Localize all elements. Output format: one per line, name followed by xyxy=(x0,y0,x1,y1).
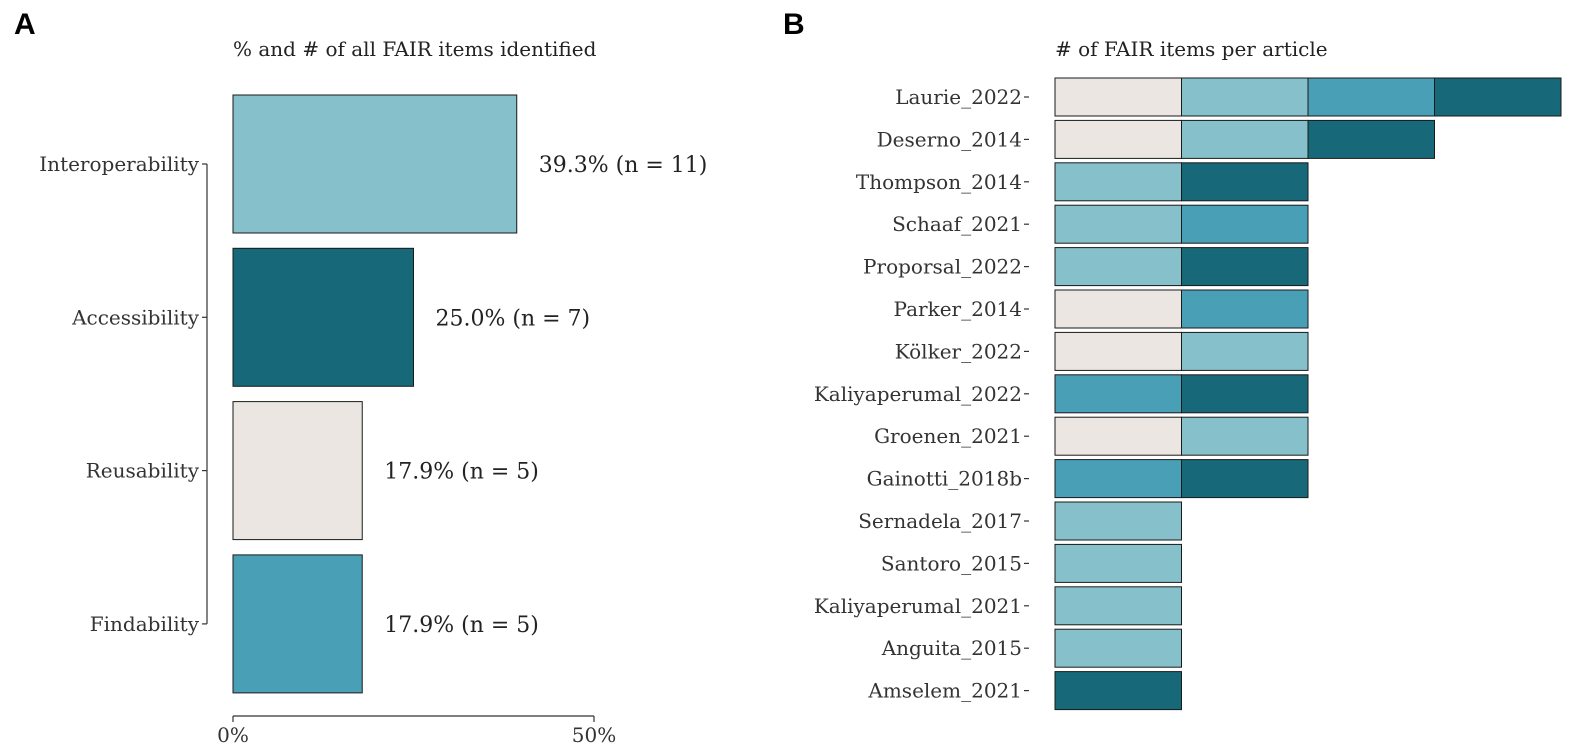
article-label-amselem-2021: Amselem_2021 xyxy=(867,679,1022,703)
segment-k-lker-2022-interoperability xyxy=(1181,331,1309,371)
article-label-gainotti-2018b: Gainotti_2018b xyxy=(867,467,1022,491)
article-label-kaliyaperumal-2022: Kaliyaperumal_2022 xyxy=(814,382,1022,406)
article-label-groenen-2021: Groenen_2021 xyxy=(874,424,1022,448)
article-label-laurie-2022: Laurie_2022 xyxy=(895,85,1022,109)
segment-santoro-2015-interoperability xyxy=(1054,543,1182,583)
segment-laurie-2022-reusability xyxy=(1054,77,1182,117)
segment-schaaf-2021-findability xyxy=(1181,204,1309,244)
segment-kaliyaperumal-2021-interoperability xyxy=(1054,586,1182,626)
category-label-findability: Findability xyxy=(90,612,200,636)
segment-kaliyaperumal-2022-accessibility xyxy=(1181,374,1309,414)
segment-thompson-2014-interoperability xyxy=(1054,162,1182,202)
segment-schaaf-2021-interoperability xyxy=(1054,204,1182,244)
category-label-accessibility: Accessibility xyxy=(71,305,200,329)
article-label-santoro-2015: Santoro_2015 xyxy=(881,551,1022,575)
x-tick-label-50: 50% xyxy=(572,723,616,747)
segment-gainotti-2018b-accessibility xyxy=(1181,459,1309,499)
bar-reusability xyxy=(232,401,363,541)
segment-deserno-2014-reusability xyxy=(1054,119,1182,159)
panel-b-title: # of FAIR items per article xyxy=(1055,37,1328,61)
article-label-anguita-2015: Anguita_2015 xyxy=(881,636,1022,660)
segment-k-lker-2022-reusability xyxy=(1054,331,1182,371)
segment-parker-2014-findability xyxy=(1181,289,1309,329)
panel-b-chart: Laurie_2022 Deserno_2014 Thompson_2014 Scha… xyxy=(814,77,1562,711)
article-label-deserno-2014: Deserno_2014 xyxy=(877,127,1022,151)
panel-a-letter: A xyxy=(14,8,36,41)
segment-laurie-2022-interoperability xyxy=(1181,77,1309,117)
segment-thompson-2014-accessibility xyxy=(1181,162,1309,202)
segment-kaliyaperumal-2022-findability xyxy=(1054,374,1182,414)
segment-amselem-2021-accessibility xyxy=(1054,671,1182,711)
segment-deserno-2014-interoperability xyxy=(1181,119,1309,159)
article-label-kaliyaperumal-2021: Kaliyaperumal_2021 xyxy=(814,594,1022,618)
segment-groenen-2021-interoperability xyxy=(1181,416,1309,456)
article-label-sernadela-2017: Sernadela_2017 xyxy=(858,509,1022,533)
bar-interoperability xyxy=(232,94,518,234)
bar-accessibility xyxy=(232,247,414,387)
data-label-interoperability: 39.3% (n = 11) xyxy=(539,153,708,178)
segment-parker-2014-reusability xyxy=(1054,289,1182,329)
segment-laurie-2022-findability xyxy=(1307,77,1435,117)
category-label-reusability: Reusability xyxy=(86,459,200,483)
segment-sernadela-2017-interoperability xyxy=(1054,501,1182,541)
segment-gainotti-2018b-findability xyxy=(1054,459,1182,499)
segment-laurie-2022-accessibility xyxy=(1434,77,1562,117)
data-label-accessibility: 25.0% (n = 7) xyxy=(436,306,591,331)
article-label-parker-2014: Parker_2014 xyxy=(894,297,1022,321)
article-label-k-lker-2022: Kölker_2022 xyxy=(895,339,1022,363)
category-label-interoperability: Interoperability xyxy=(39,152,199,176)
data-label-findability: 17.9% (n = 5) xyxy=(384,613,539,638)
panel-a-chart: Interoperability 39.3% (n = 11) Accessibil… xyxy=(39,94,708,747)
panel-b-letter: B xyxy=(783,8,805,41)
article-label-thompson-2014: Thompson_2014 xyxy=(856,170,1022,194)
segment-anguita-2015-interoperability xyxy=(1054,628,1182,668)
panel-a-title: % and # of all FAIR items identified xyxy=(233,37,597,61)
bar-findability xyxy=(232,554,363,694)
x-tick-label-0: 0% xyxy=(217,723,249,747)
article-label-schaaf-2021: Schaaf_2021 xyxy=(892,212,1022,236)
segment-deserno-2014-accessibility xyxy=(1307,119,1435,159)
data-label-reusability: 17.9% (n = 5) xyxy=(384,460,539,485)
segment-groenen-2021-reusability xyxy=(1054,416,1182,456)
article-label-proporsal-2022: Proporsal_2022 xyxy=(863,255,1022,279)
segment-proporsal-2022-interoperability xyxy=(1054,247,1182,287)
segment-proporsal-2022-accessibility xyxy=(1181,247,1309,287)
